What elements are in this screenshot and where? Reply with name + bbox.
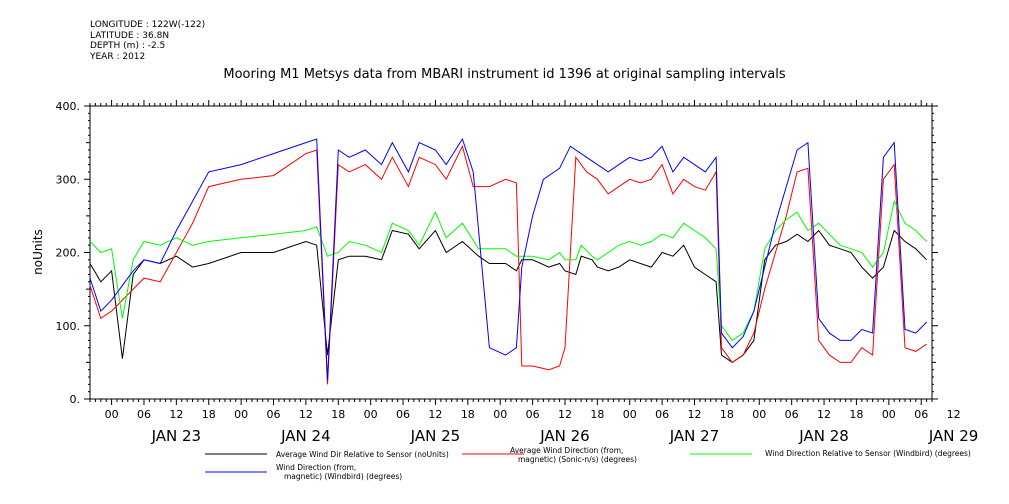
x-hour-label: 06 xyxy=(526,408,540,421)
series-line-1 xyxy=(89,229,927,364)
x-hour-label: 18 xyxy=(202,408,216,421)
x-day-label: JAN 27 xyxy=(669,427,720,445)
x-hour-label: 00 xyxy=(623,408,637,421)
x-hour-label: 18 xyxy=(849,408,863,421)
longitude-text: LONGITUDE : 122W(-122) xyxy=(90,20,206,30)
x-hour-label: 00 xyxy=(234,408,248,421)
legend: Average Wind Dir Relative to Sensor (noU… xyxy=(205,446,971,481)
x-hour-label: 12 xyxy=(299,408,313,421)
x-hour-label: 06 xyxy=(914,408,928,421)
x-day-label: JAN 28 xyxy=(798,427,849,445)
series-line-3 xyxy=(89,199,927,342)
x-hour-label: 00 xyxy=(493,408,507,421)
depth-text: DEPTH (m) : -2.5 xyxy=(90,41,166,51)
x-hour-label: 12 xyxy=(688,408,702,421)
legend-label-4: Wind Direction (from, magnetic) (Windbird… xyxy=(276,463,402,481)
series-group xyxy=(89,137,927,385)
x-hour-label: 00 xyxy=(105,408,119,421)
x-hour-label: 00 xyxy=(882,408,896,421)
x-day-label: JAN 24 xyxy=(280,427,331,445)
legend-label-2: Average Wind Direction (from, magnetic) (… xyxy=(510,446,637,464)
x-day-label: JAN 23 xyxy=(151,427,202,445)
x-day-label: JAN 26 xyxy=(539,427,590,445)
y-tick-label: 0. xyxy=(70,393,81,406)
x-hour-label: 18 xyxy=(720,408,734,421)
latitude-text: LATITUDE : 36.8N xyxy=(90,30,170,41)
x-hour-label: 06 xyxy=(267,408,281,421)
series-line-4 xyxy=(89,137,927,381)
x-hour-label: 12 xyxy=(947,408,961,421)
y-axis-label: noUnits xyxy=(31,229,45,275)
x-hour-label: 06 xyxy=(785,408,799,421)
x-hour-label: 18 xyxy=(461,408,475,421)
legend-label-3: Wind Direction Relative to Sensor (Windb… xyxy=(765,449,971,458)
x-hour-label: 06 xyxy=(396,408,410,421)
x-hour-label: 00 xyxy=(364,408,378,421)
year-text: YEAR : 2012 xyxy=(90,51,146,62)
series-line-2 xyxy=(89,144,927,385)
axes: 0. 100. 200. 300. 400. 00 06 12 18 00 06 12 18 00 06 12… xyxy=(56,100,979,445)
x-hour-label: 18 xyxy=(590,408,604,421)
x-hour-label: 06 xyxy=(655,408,669,421)
y-tick-label: 200. xyxy=(56,247,81,260)
metadata-header: LONGITUDE : 122W(-122) LATITUDE : 36.8N … xyxy=(90,20,205,62)
x-hour-label: 12 xyxy=(558,408,572,421)
y-tick-label: 100. xyxy=(56,320,81,333)
x-hour-label: 00 xyxy=(752,408,766,421)
x-hour-label: 06 xyxy=(137,408,151,421)
x-day-label: JAN 29 xyxy=(928,427,979,445)
x-day-label: JAN 25 xyxy=(410,427,461,445)
x-hour-label: 12 xyxy=(428,408,442,421)
x-hour-label: 12 xyxy=(817,408,831,421)
y-tick-label: 400. xyxy=(56,100,81,113)
x-hour-label: 12 xyxy=(169,408,183,421)
chart-title: Mooring M1 Metsys data from MBARI instru… xyxy=(223,67,786,82)
legend-label-1: Average Wind Dir Relative to Sensor (noU… xyxy=(276,450,449,459)
x-hour-label: 18 xyxy=(331,408,345,421)
y-tick-label: 300. xyxy=(56,173,81,186)
